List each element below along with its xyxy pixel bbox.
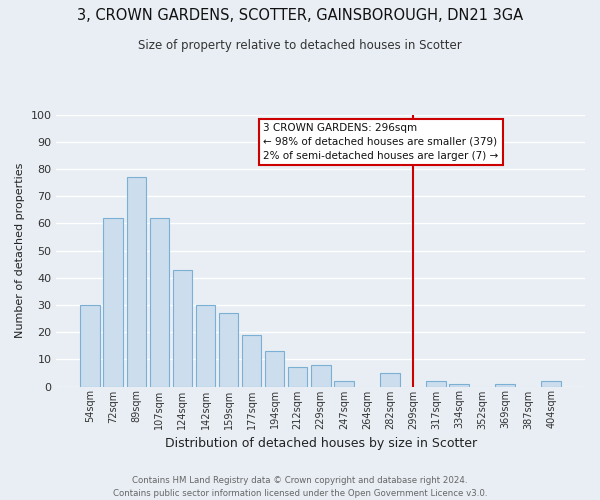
Bar — [173, 270, 192, 386]
Bar — [311, 365, 331, 386]
Bar — [288, 368, 307, 386]
X-axis label: Distribution of detached houses by size in Scotter: Distribution of detached houses by size … — [164, 437, 477, 450]
Bar — [541, 381, 561, 386]
Bar — [380, 373, 400, 386]
Bar — [219, 313, 238, 386]
Y-axis label: Number of detached properties: Number of detached properties — [15, 163, 25, 338]
Bar — [103, 218, 123, 386]
Text: Contains HM Land Registry data © Crown copyright and database right 2024.
Contai: Contains HM Land Registry data © Crown c… — [113, 476, 487, 498]
Bar — [265, 351, 284, 386]
Bar — [334, 381, 353, 386]
Text: Size of property relative to detached houses in Scotter: Size of property relative to detached ho… — [138, 40, 462, 52]
Text: 3 CROWN GARDENS: 296sqm
← 98% of detached houses are smaller (379)
2% of semi-de: 3 CROWN GARDENS: 296sqm ← 98% of detache… — [263, 123, 499, 161]
Bar — [127, 178, 146, 386]
Bar — [426, 381, 446, 386]
Bar — [80, 305, 100, 386]
Bar — [242, 335, 262, 386]
Bar — [495, 384, 515, 386]
Text: 3, CROWN GARDENS, SCOTTER, GAINSBOROUGH, DN21 3GA: 3, CROWN GARDENS, SCOTTER, GAINSBOROUGH,… — [77, 8, 523, 22]
Bar — [196, 305, 215, 386]
Bar — [449, 384, 469, 386]
Bar — [149, 218, 169, 386]
